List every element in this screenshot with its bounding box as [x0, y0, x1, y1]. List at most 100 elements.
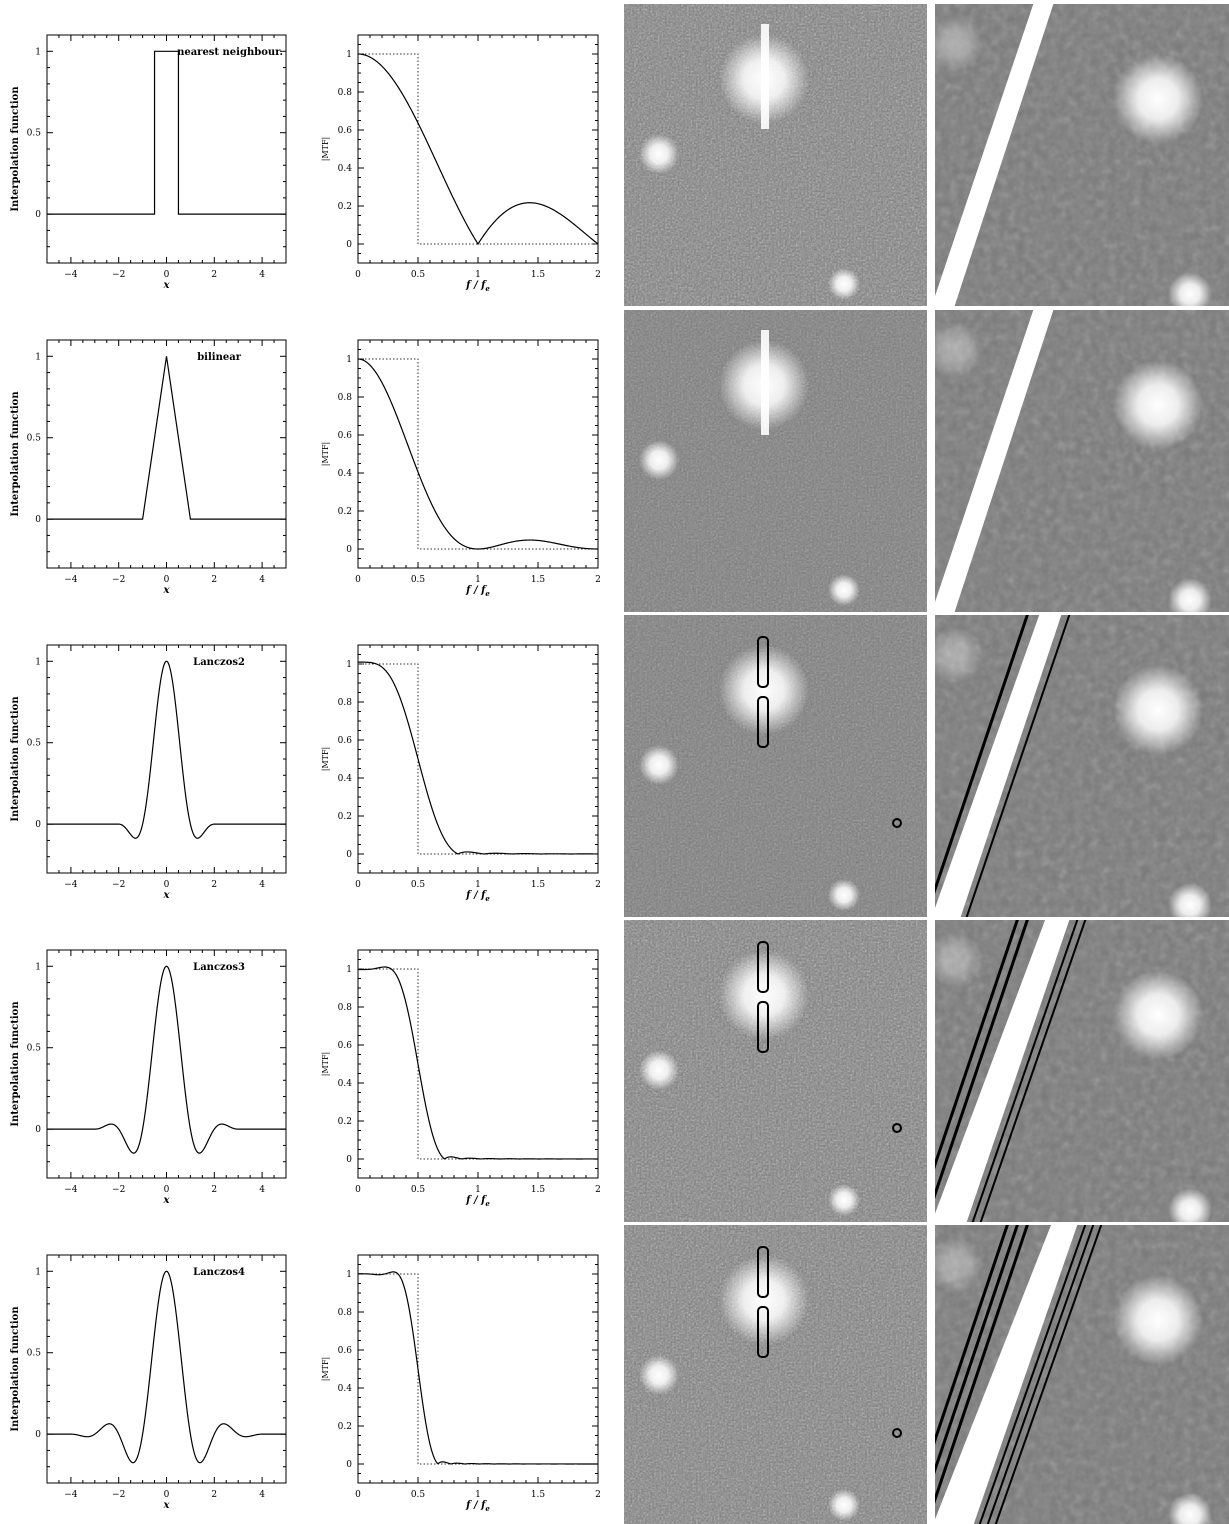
noisy-field-image-4 [624, 920, 927, 1222]
kernel-curve [47, 1270, 286, 1464]
kernel-name-label: Lanczos2 [193, 657, 245, 668]
x-tick-label: 2 [211, 270, 217, 280]
streak-and-star-image-4 [935, 920, 1229, 1222]
plot-frame [357, 949, 599, 1179]
kernel-plot-5: −4 −2 0 2 4 0 0.5 1 x Interpolation function Lancz… [10, 1254, 287, 1511]
y-tick-label: 0.8 [338, 88, 353, 98]
y-tick-label: 0.2 [338, 507, 352, 517]
x-tick-label: −2 [112, 270, 125, 280]
y-tick-label: 1 [35, 352, 41, 362]
y-tick-label: 0.5 [27, 1349, 42, 1359]
faint-star [639, 1355, 679, 1395]
noisy-field-image-5 [624, 1225, 927, 1524]
x-tick-label: 1 [475, 880, 481, 890]
kernel-name-label: Lanczos3 [193, 962, 245, 973]
x-tick-label: 0 [164, 1490, 170, 1500]
y-tick-label: 0.8 [338, 1003, 353, 1013]
faint-star [935, 1237, 983, 1293]
faint-star [1168, 272, 1212, 306]
faint-star [1168, 1188, 1212, 1222]
kernel-curve [47, 50, 286, 215]
y-tick-label: 0 [346, 850, 352, 860]
x-tick-label: 0.5 [411, 270, 426, 280]
x-tick-label: 2 [595, 575, 601, 585]
y-tick-label: 0 [35, 515, 41, 525]
satellite-streak [935, 615, 1062, 917]
x-tick-label: 2 [211, 1185, 217, 1195]
noisy-field-image-2 [624, 310, 927, 612]
x-tick-label: 2 [595, 270, 601, 280]
bright-star [1113, 970, 1203, 1060]
mtf-plot-3: 0 0.5 1 1.5 200.20.40.60.81f / fe|MTF| [321, 644, 601, 903]
faint-star [935, 932, 983, 988]
kernel-name-label: nearest neighbour. [177, 47, 283, 58]
y-tick-label: 0.5 [27, 434, 42, 444]
x-tick-label: 2 [595, 1490, 601, 1500]
y-tick-label: 0 [35, 1430, 41, 1440]
faint-star [639, 440, 679, 480]
y-tick-label: 0.6 [338, 431, 353, 441]
y-tick-label: 0 [35, 1125, 41, 1135]
kernel-name-label: Lanczos4 [193, 1267, 245, 1278]
x-tick-label: 1.5 [531, 270, 546, 280]
plot-frame [46, 644, 287, 874]
streak-and-star-image-5 [935, 1225, 1229, 1524]
x-tick-label: −4 [64, 575, 78, 585]
y-tick-label: 0.4 [338, 1079, 353, 1089]
kernel-plot-2: −4 −2 0 2 4 0 0.5 1 x Interpolation function bilin… [10, 339, 287, 596]
y-tick-label: 0 [346, 1155, 352, 1165]
plot-frame [357, 339, 599, 569]
x-axis-label: x [163, 1195, 171, 1206]
x-tick-label: 1.5 [531, 1185, 546, 1195]
ideal-filter-line [358, 53, 598, 245]
kernel-plot-4: −4 −2 0 2 4 0 0.5 1 x Interpolation function Lancz… [10, 949, 287, 1206]
x-axis-label: f / fe [465, 1500, 490, 1513]
y-tick-label: 0.8 [338, 1308, 353, 1318]
bright-star [1113, 360, 1203, 450]
y-tick-label: 1 [35, 47, 41, 57]
mtf-plot-1: 0 0.5 1 1.5 200.20.40.60.81f / fe|MTF| [321, 34, 601, 293]
plot-frame [46, 949, 287, 1179]
x-tick-label: 4 [259, 270, 265, 280]
x-tick-label: 2 [211, 880, 217, 890]
kernel-plot-1: −4 −2 0 2 4 0 0.5 1 x Interpolation function neare… [10, 34, 287, 291]
faint-star [935, 627, 983, 683]
y-axis-label: |MTF| [321, 1052, 330, 1076]
y-tick-label: 0.6 [338, 1041, 353, 1051]
x-tick-label: 1 [475, 1185, 481, 1195]
x-tick-label: −4 [64, 1490, 78, 1500]
y-tick-label: 1 [35, 1267, 41, 1277]
faint-star [1168, 883, 1212, 917]
mtf-curve [358, 966, 599, 1160]
x-tick-label: 0 [164, 880, 170, 890]
x-tick-label: 0 [355, 270, 361, 280]
x-tick-label: −2 [112, 1185, 125, 1195]
x-tick-label: −2 [112, 880, 125, 890]
y-tick-label: 1 [346, 1270, 352, 1280]
x-tick-label: 1 [475, 575, 481, 585]
faint-star [935, 16, 983, 72]
x-tick-label: 2 [211, 1490, 217, 1500]
x-tick-label: 0.5 [411, 575, 426, 585]
faint-star [828, 879, 860, 911]
x-tick-label: 0 [355, 575, 361, 585]
x-tick-label: 0 [164, 1185, 170, 1195]
noisy-field-image-3 [624, 615, 927, 917]
y-tick-label: 0.2 [338, 1422, 352, 1432]
y-tick-label: 0.6 [338, 1346, 353, 1356]
y-axis-label: |MTF| [321, 137, 330, 161]
x-tick-label: 4 [259, 575, 265, 585]
plot-frame [357, 1254, 599, 1484]
faint-star [639, 1050, 679, 1090]
x-tick-label: −4 [64, 880, 78, 890]
streak-and-star-image-3 [935, 615, 1229, 917]
faint-star [639, 745, 679, 785]
y-tick-label: 0.4 [338, 774, 353, 784]
x-axis-label: x [163, 585, 171, 596]
x-tick-label: 0.5 [411, 880, 426, 890]
y-tick-label: 0.2 [338, 202, 352, 212]
y-axis-label: Interpolation function [10, 696, 21, 822]
x-tick-label: −4 [64, 270, 78, 280]
x-tick-label: 2 [595, 880, 601, 890]
y-axis-label: |MTF| [321, 747, 330, 771]
